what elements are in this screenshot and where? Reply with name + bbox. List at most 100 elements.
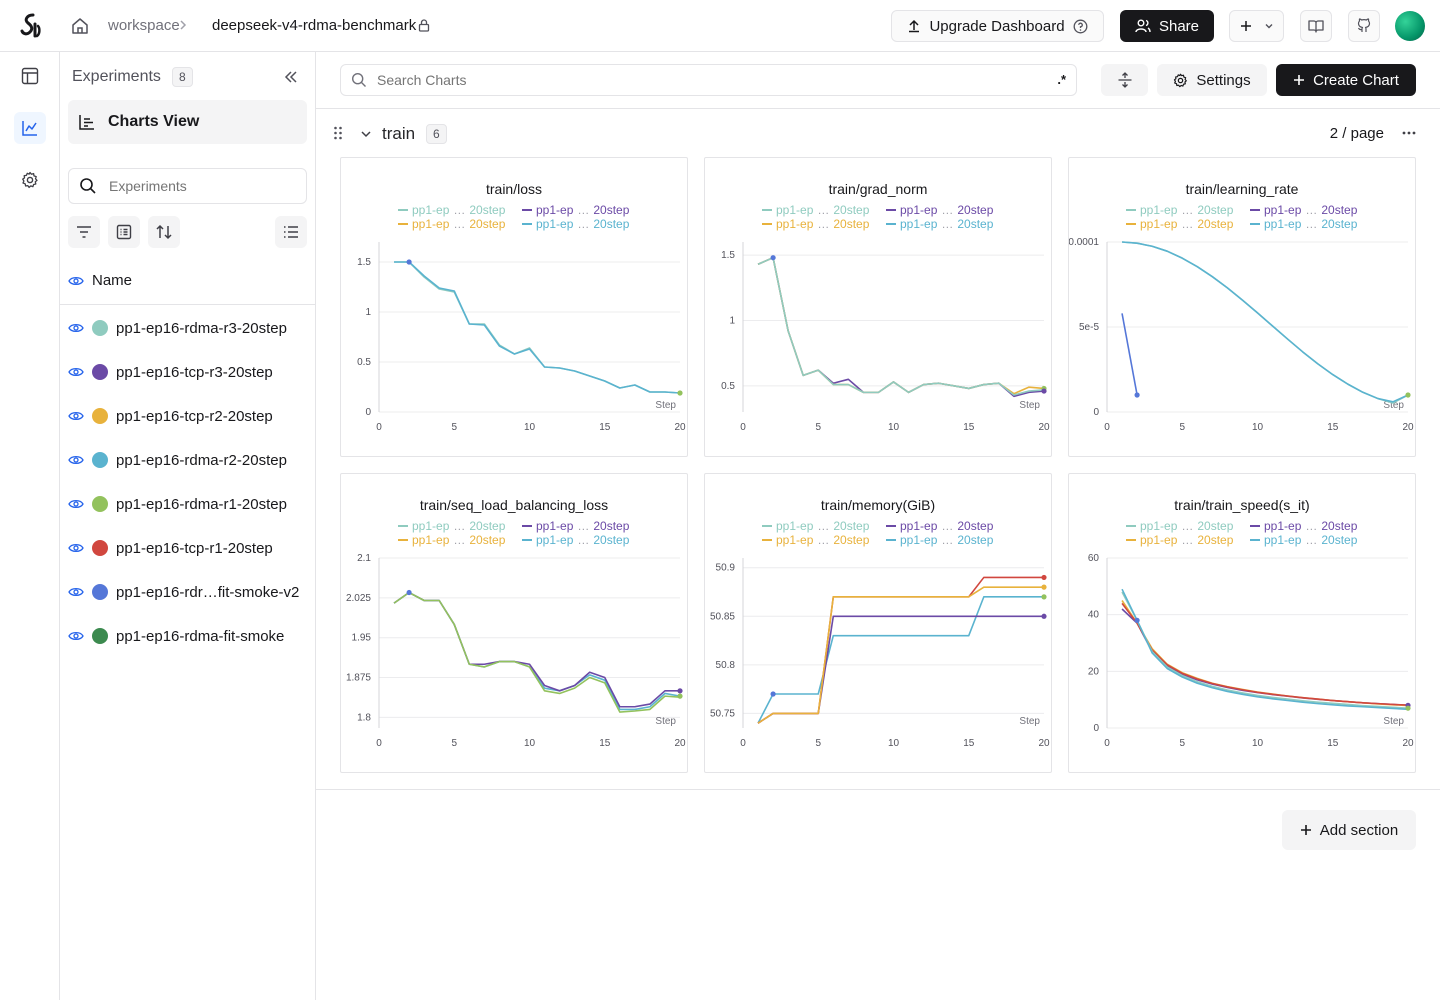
x-tick-label: 15	[963, 738, 975, 749]
run-color-dot[interactable]	[92, 364, 108, 380]
regex-toggle[interactable]: .*	[1057, 72, 1066, 87]
experiments-title: Experiments	[72, 68, 161, 85]
run-color-dot[interactable]	[92, 320, 108, 336]
legend-item[interactable]: pp1-ep… 20step	[1126, 217, 1233, 231]
chart-svg: 0 5e-5 0.0001 0 5 10 15 20 Step	[1069, 237, 1414, 433]
chart-card[interactable]: 1.8 1.875 1.95 2.025 2.1 0 5 10 15 20 Step train/se…	[340, 473, 688, 773]
chart-card[interactable]: 0 0.5 1 1.5 0 5 10 15 20 Step train/loss pp1-ep… 20s…	[340, 157, 688, 457]
run-row[interactable]: pp1-ep16-rdma-r1-20step	[68, 492, 308, 516]
legend-ellipsis: …	[577, 203, 590, 217]
user-avatar[interactable]	[1395, 11, 1425, 41]
x-tick-label: 20	[674, 422, 686, 433]
share-button[interactable]: Share	[1120, 10, 1214, 42]
chart-title: train/train_speed(s_it)	[1174, 497, 1310, 513]
legend-item[interactable]: pp1-ep… 20step	[762, 519, 869, 533]
run-row[interactable]: pp1-ep16-tcp-r1-20step	[68, 536, 308, 560]
section-title[interactable]: train	[382, 124, 416, 143]
add-menu-button[interactable]	[1229, 10, 1284, 42]
x-axis-label: Step	[1019, 716, 1040, 727]
run-color-dot[interactable]	[92, 628, 108, 644]
eye-icon[interactable]	[68, 586, 84, 598]
legend-item[interactable]: pp1-ep… 20step	[762, 217, 869, 231]
legend-swatch	[1250, 223, 1260, 225]
legend-item[interactable]: pp1-ep… 20step	[522, 217, 629, 231]
legend-item[interactable]: pp1-ep… 20step	[398, 203, 505, 217]
settings-button[interactable]: Settings	[1157, 64, 1267, 96]
run-row[interactable]: pp1-ep16-rdr…fit-smoke-v2	[68, 580, 308, 604]
run-row[interactable]: pp1-ep16-rdma-fit-smoke	[68, 624, 308, 648]
run-row[interactable]: pp1-ep16-rdma-r3-20step	[68, 316, 308, 340]
eye-icon[interactable]	[68, 542, 84, 554]
run-color-dot[interactable]	[92, 540, 108, 556]
home-button[interactable]	[68, 14, 92, 38]
eye-icon[interactable]	[68, 275, 84, 287]
main-area: .* Settings Create Chart train 6 2 / pag…	[316, 52, 1440, 1000]
charts-view-item[interactable]: Charts View	[68, 100, 307, 144]
sort-button[interactable]	[148, 216, 180, 248]
run-row[interactable]: pp1-ep16-tcp-r3-20step	[68, 360, 308, 384]
legend-item[interactable]: pp1-ep… 20step	[398, 217, 505, 231]
run-color-dot[interactable]	[92, 496, 108, 512]
eye-icon[interactable]	[68, 454, 84, 466]
help-icon[interactable]	[1073, 19, 1088, 34]
experiments-search-input[interactable]	[109, 178, 289, 194]
legend-item[interactable]: pp1-ep… 20step	[762, 203, 869, 217]
eye-icon[interactable]	[68, 498, 84, 510]
run-color-dot[interactable]	[92, 584, 108, 600]
run-color-dot[interactable]	[92, 408, 108, 424]
charts-search-input[interactable]	[377, 72, 1017, 88]
add-section-button[interactable]: Add section	[1282, 810, 1416, 850]
legend-item[interactable]: pp1-ep… 20step	[1250, 519, 1357, 533]
run-row[interactable]: pp1-ep16-rdma-r2-20step	[68, 448, 308, 472]
legend-label-start: pp1-ep	[776, 519, 814, 533]
legend-item[interactable]: pp1-ep… 20step	[1126, 203, 1233, 217]
list-options-button[interactable]	[275, 216, 307, 248]
legend-item[interactable]: pp1-ep… 20step	[1126, 519, 1233, 533]
legend-item[interactable]: pp1-ep… 20step	[398, 533, 505, 547]
legend-item[interactable]: pp1-ep… 20step	[522, 519, 629, 533]
github-button[interactable]	[1348, 10, 1380, 42]
chart-card[interactable]: 0 20 40 60 0 5 10 15 20 Step train/train_speed(s_i…	[1068, 473, 1416, 773]
legend-item[interactable]: pp1-ep… 20step	[886, 203, 993, 217]
rail-table-view[interactable]	[14, 60, 46, 92]
legend-item[interactable]: pp1-ep… 20step	[522, 203, 629, 217]
legend-item[interactable]: pp1-ep… 20step	[886, 519, 993, 533]
breadcrumb-project[interactable]: deepseek-v4-rdma-benchmark	[212, 17, 417, 34]
legend-item[interactable]: pp1-ep… 20step	[1250, 217, 1357, 231]
chart-card[interactable]: 0 5e-5 0.0001 0 5 10 15 20 Step train/learning_ra…	[1068, 157, 1416, 457]
legend-item[interactable]: pp1-ep… 20step	[886, 533, 993, 547]
app-logo-icon[interactable]	[18, 12, 44, 40]
fit-view-button[interactable]	[1101, 64, 1148, 96]
chevron-down-icon[interactable]	[360, 128, 372, 140]
legend-swatch	[522, 209, 532, 211]
table-icon	[21, 67, 39, 85]
legend-item[interactable]: pp1-ep… 20step	[1250, 533, 1357, 547]
drag-handle-icon[interactable]	[332, 125, 344, 141]
columns-button[interactable]	[108, 216, 140, 248]
per-page-select[interactable]: 2 / page	[1329, 125, 1384, 142]
legend-item[interactable]: pp1-ep… 20step	[522, 533, 629, 547]
legend-item[interactable]: pp1-ep… 20step	[398, 519, 505, 533]
eye-icon[interactable]	[68, 630, 84, 642]
run-color-dot[interactable]	[92, 452, 108, 468]
legend-item[interactable]: pp1-ep… 20step	[886, 217, 993, 231]
eye-icon[interactable]	[68, 322, 84, 334]
docs-button[interactable]	[1300, 10, 1332, 42]
upgrade-dashboard-button[interactable]: Upgrade Dashboard	[891, 10, 1104, 42]
rail-charts-view[interactable]	[14, 112, 46, 144]
more-icon[interactable]	[1402, 131, 1416, 135]
collapse-panel-icon[interactable]	[282, 68, 300, 86]
create-chart-button[interactable]: Create Chart	[1276, 64, 1416, 96]
eye-icon[interactable]	[68, 410, 84, 422]
name-header-label: Name	[92, 272, 133, 289]
chart-card[interactable]: 50.75 50.8 50.85 50.9 0 5 10 15 20 Step train/memo…	[704, 473, 1052, 773]
eye-icon[interactable]	[68, 366, 84, 378]
legend-item[interactable]: pp1-ep… 20step	[1126, 533, 1233, 547]
filter-button[interactable]	[68, 216, 100, 248]
breadcrumb-workspace[interactable]: workspace	[108, 17, 180, 34]
legend-item[interactable]: pp1-ep… 20step	[762, 533, 869, 547]
legend-item[interactable]: pp1-ep… 20step	[1250, 203, 1357, 217]
rail-settings[interactable]	[14, 164, 46, 196]
run-row[interactable]: pp1-ep16-tcp-r2-20step	[68, 404, 308, 428]
chart-card[interactable]: 0.5 1 1.5 0 5 10 15 20 Step train/grad_norm pp1-ep…	[704, 157, 1052, 457]
